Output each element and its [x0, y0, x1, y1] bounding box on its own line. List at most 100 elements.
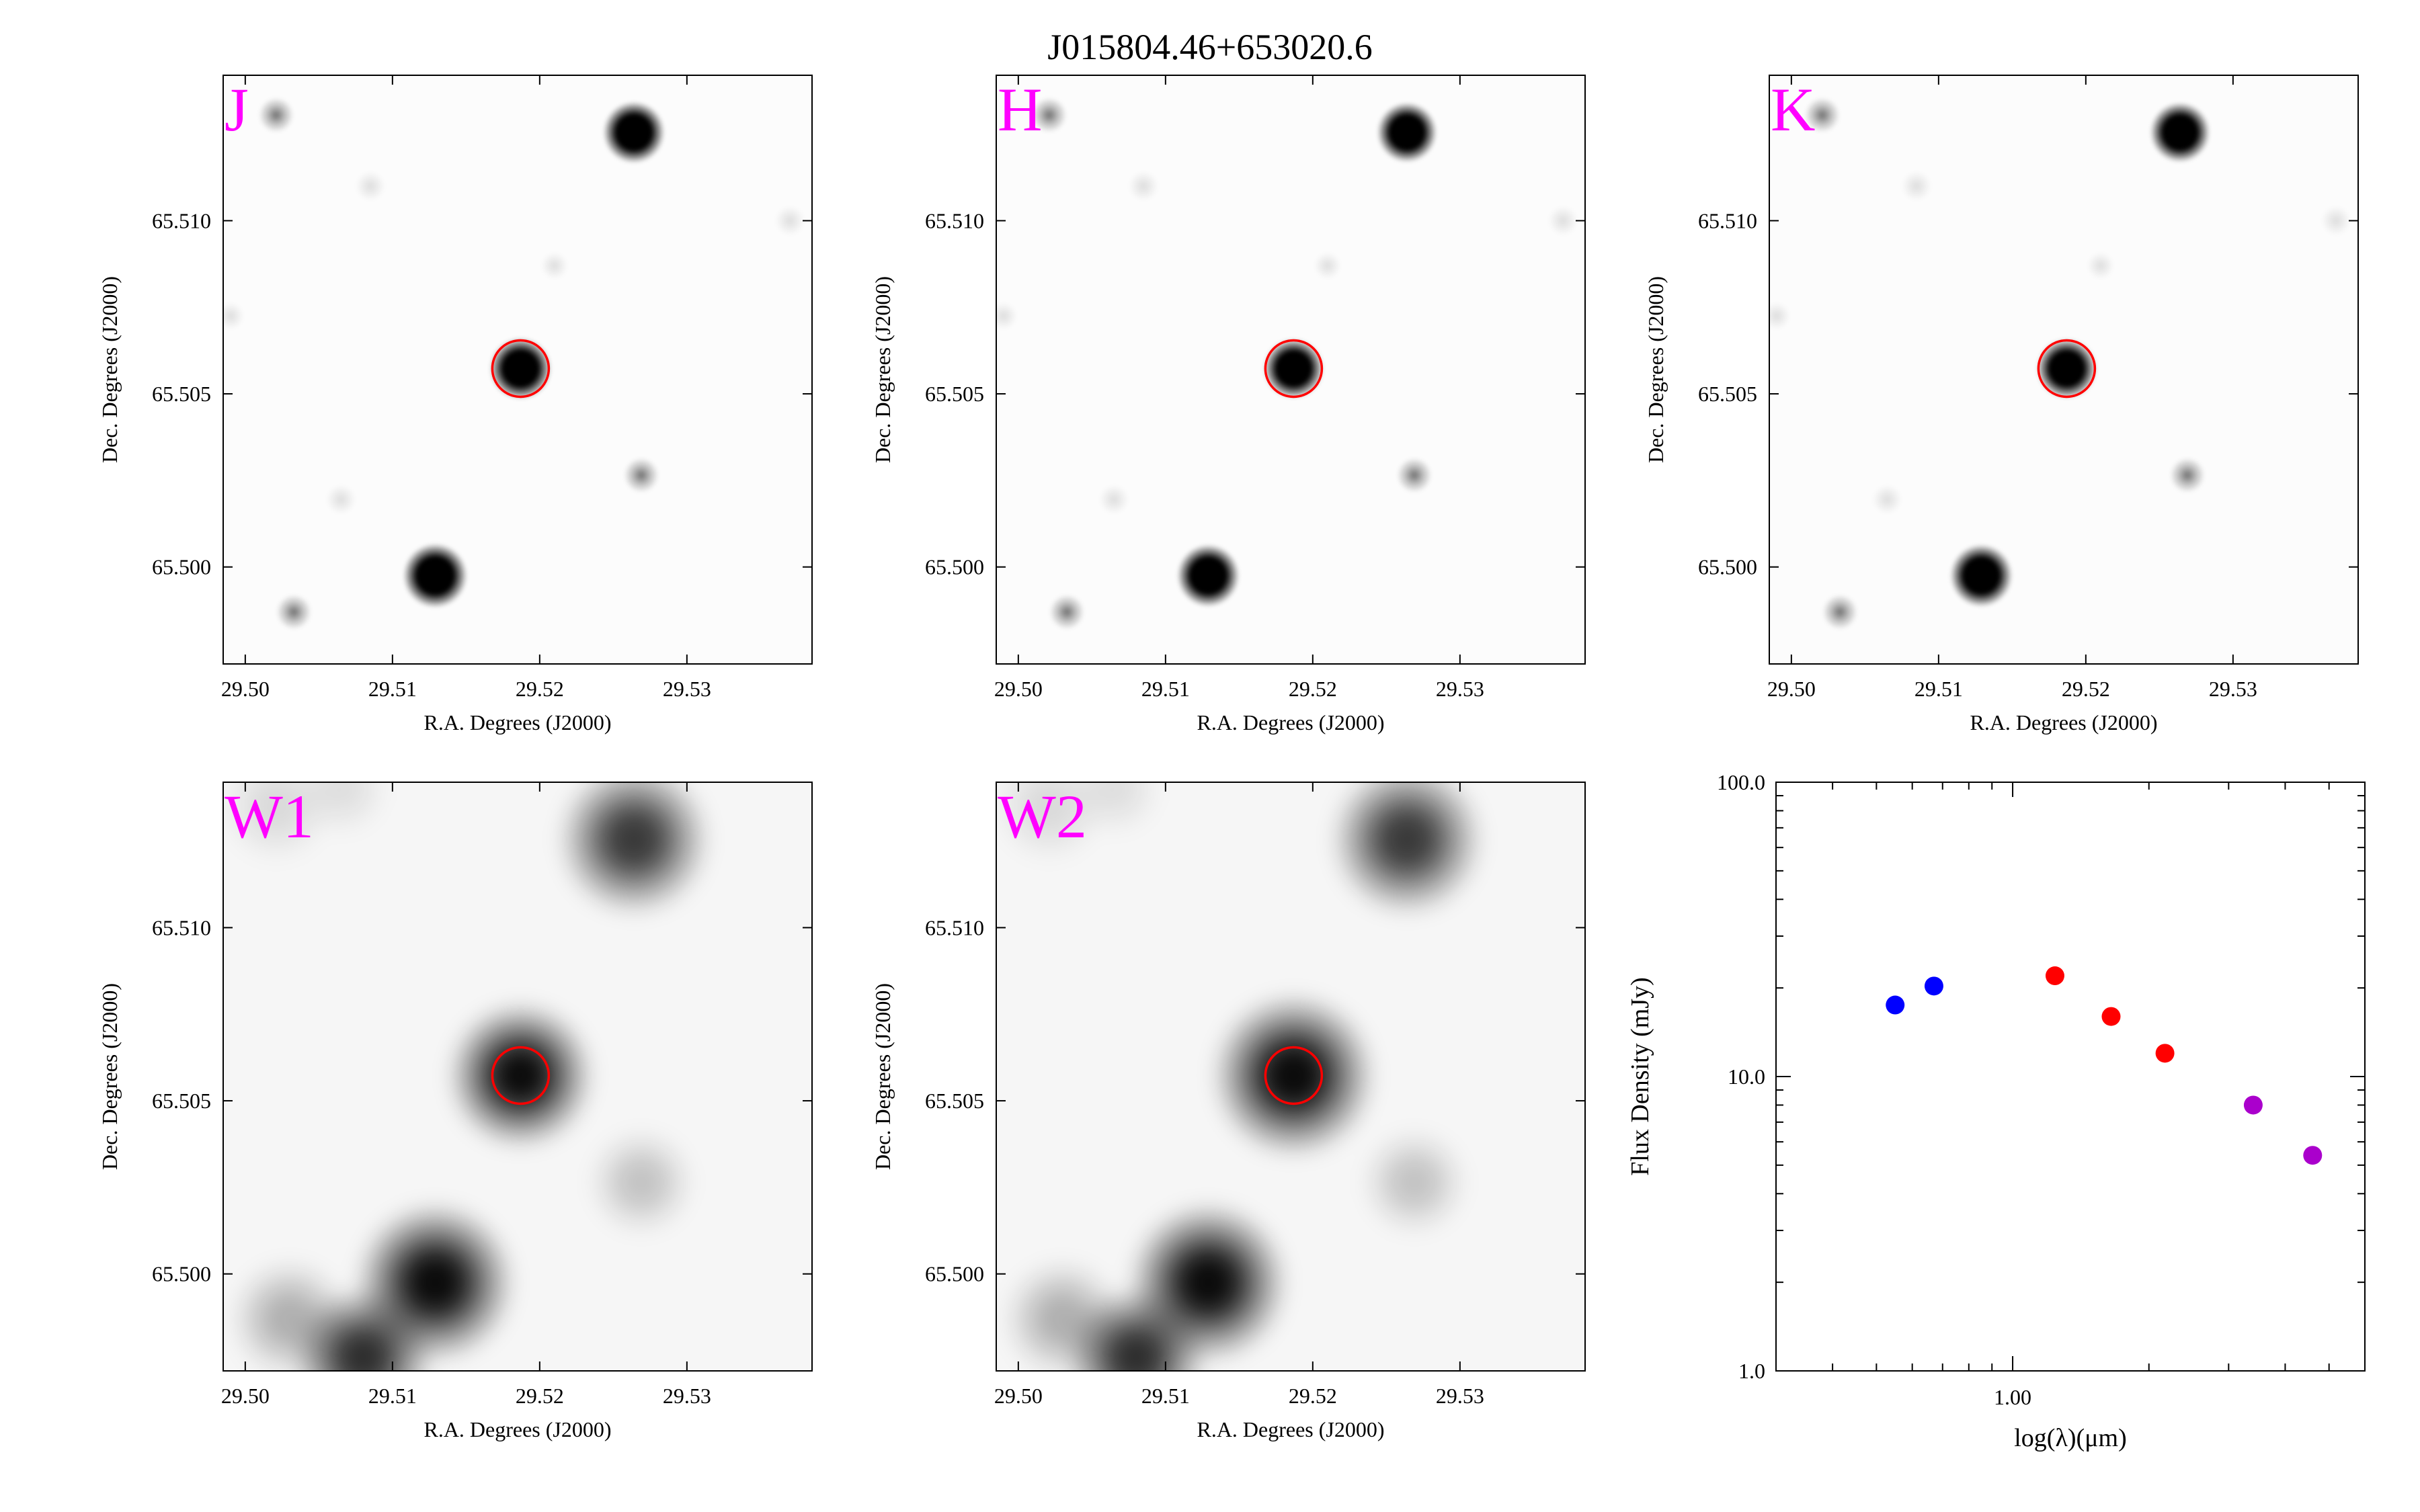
- sed-point: [2155, 1044, 2175, 1063]
- dec-tick-label: 65.510: [152, 208, 211, 233]
- dec-tick-label: 65.505: [152, 1089, 211, 1113]
- dec-tick-label: 65.510: [925, 208, 984, 233]
- ra-tick-label: 29.52: [1289, 1384, 1337, 1408]
- panel-frame: [996, 75, 1586, 665]
- band-label: K: [1771, 75, 1815, 144]
- band-label: W1: [225, 782, 314, 851]
- dec-tick-label: 65.500: [925, 555, 984, 579]
- ra-tick-label: 29.50: [1767, 677, 1816, 701]
- panel-w1: W1 29.50 29.51 29.52 29.53 65.510 65.505 65.500…: [97, 782, 813, 1441]
- sed-point: [1886, 995, 1905, 1015]
- ra-tick-label: 29.51: [368, 1384, 417, 1408]
- sed-ticks: 1.0 10.0 100.0 1.00: [1717, 770, 2366, 1409]
- dec-tick-label: 65.505: [925, 382, 984, 406]
- dec-tick-label: 65.500: [1698, 555, 1757, 579]
- source: [1263, 338, 1324, 399]
- ra-tick-label: 29.53: [2209, 677, 2257, 701]
- ra-tick-label: 29.52: [516, 1384, 564, 1408]
- ra-axis-label: R.A. Degrees (J2000): [1970, 710, 2157, 734]
- ra-tick-label: 29.52: [2062, 677, 2110, 701]
- target-marker: [1264, 1046, 1324, 1105]
- panel-image: [1769, 75, 2358, 664]
- sed-y-tick-label: 10.0: [1728, 1064, 1765, 1089]
- panel-w2: W2 29.50 29.51 29.52 29.53 65.510 65.505 65.500…: [871, 782, 1586, 1441]
- dec-axis-label: Dec. Degrees (J2000): [97, 983, 122, 1170]
- image-panels: J 29.50 29.51 29.52 29.53 65.510 65.505 65.500 R…: [97, 75, 2359, 1441]
- source: [2036, 338, 2097, 399]
- source: [1548, 206, 1578, 236]
- source: [1360, 1128, 1468, 1236]
- source: [996, 302, 1017, 330]
- source: [540, 252, 568, 280]
- dec-tick-label: 65.505: [925, 1089, 984, 1113]
- source: [1949, 544, 2013, 607]
- dec-axis-label: Dec. Degrees (J2000): [97, 276, 122, 463]
- panel-image: [996, 75, 1585, 664]
- sed-y-tick-label: 100.0: [1717, 770, 1765, 794]
- source: [1396, 458, 1432, 493]
- dec-tick-label: 65.500: [152, 555, 211, 579]
- panel-k: K 29.50 29.51 29.52 29.53 65.510 65.505 65.500 R…: [1644, 75, 2359, 734]
- source: [2169, 458, 2205, 493]
- dec-axis-label: Dec. Degrees (J2000): [871, 276, 895, 463]
- source: [326, 485, 356, 515]
- target-marker: [2037, 339, 2097, 398]
- source: [1330, 782, 1484, 917]
- source: [587, 1128, 695, 1236]
- panel-h: H 29.50 29.51 29.52 29.53 65.510 65.505 65.500 R…: [871, 75, 1586, 734]
- panel-frame: [1769, 75, 2359, 665]
- source: [1314, 252, 1341, 280]
- panel-frame: [223, 75, 813, 665]
- source: [1129, 171, 1158, 201]
- source: [1176, 544, 1240, 607]
- source: [1769, 302, 1790, 330]
- sed-xlabel: log(λ)(μm): [2014, 1424, 2127, 1452]
- panel-j: J 29.50 29.51 29.52 29.53 65.510 65.505 65.500 R…: [97, 75, 813, 734]
- band-label: J: [225, 75, 249, 144]
- source: [295, 782, 390, 837]
- ra-tick-label: 29.53: [663, 1384, 711, 1408]
- ra-axis-label: R.A. Degrees (J2000): [1197, 1417, 1384, 1441]
- source: [1068, 782, 1163, 837]
- source: [2321, 206, 2351, 236]
- target-marker: [1264, 339, 1324, 398]
- dec-tick-label: 65.510: [925, 915, 984, 939]
- sed-frame: [1775, 782, 2366, 1372]
- source: [229, 1258, 350, 1371]
- source: [623, 458, 659, 493]
- dec-axis-label: Dec. Degrees (J2000): [1644, 276, 1668, 463]
- panel-frame: [223, 782, 813, 1372]
- ra-tick-label: 29.51: [1914, 677, 1963, 701]
- sed-point: [1924, 976, 1943, 996]
- source: [1211, 993, 1377, 1159]
- dec-tick-label: 65.505: [1698, 382, 1757, 406]
- dec-tick-label: 65.505: [152, 382, 211, 406]
- target-marker: [491, 1046, 551, 1105]
- band-label: W2: [998, 782, 1087, 851]
- panel-image: [223, 75, 812, 664]
- ra-tick-label: 29.53: [1436, 1384, 1484, 1408]
- source: [1049, 594, 1085, 630]
- source: [258, 97, 294, 133]
- source: [356, 171, 385, 201]
- panel-image: [996, 782, 1585, 1371]
- source: [1872, 485, 1902, 515]
- dec-tick-label: 65.500: [925, 1262, 984, 1286]
- sed-y-tick-label: 1.0: [1738, 1359, 1765, 1383]
- source: [489, 337, 552, 400]
- sed-x-tick-label: 1.00: [1994, 1385, 2031, 1409]
- source: [603, 101, 666, 164]
- figure-title: J015804.46+653020.6: [1047, 27, 1372, 67]
- source: [223, 302, 244, 330]
- source: [1099, 485, 1129, 515]
- dec-axis-label: Dec. Degrees (J2000): [871, 983, 895, 1170]
- ra-tick-label: 29.50: [994, 677, 1043, 701]
- source: [1902, 171, 1931, 201]
- ra-tick-label: 29.50: [221, 1384, 270, 1408]
- source: [1002, 1258, 1123, 1371]
- dec-tick-label: 65.500: [152, 1262, 211, 1286]
- dec-tick-label: 65.510: [152, 915, 211, 939]
- ra-tick-label: 29.52: [516, 677, 564, 701]
- sed-points: [1886, 966, 2323, 1165]
